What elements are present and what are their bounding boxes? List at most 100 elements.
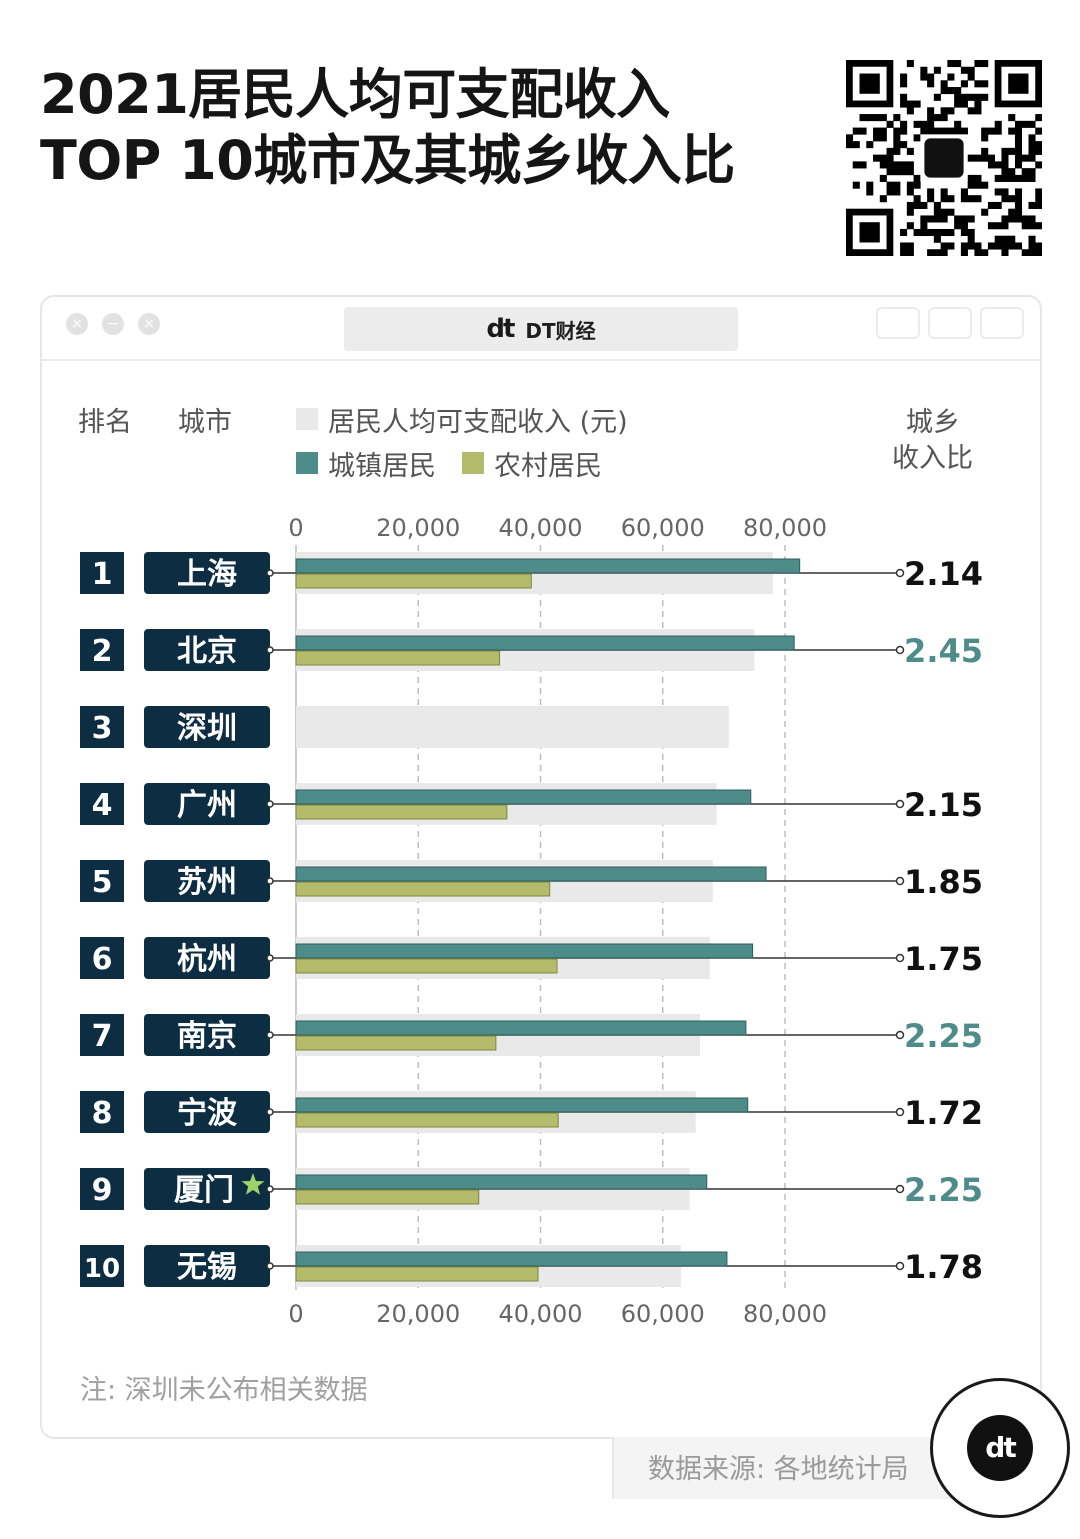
urban-bar (295, 943, 754, 959)
city-label: 宁波 (177, 1096, 238, 1131)
connector-dot-left (266, 569, 274, 577)
rank-box (80, 783, 124, 825)
connector-dot-left (266, 1185, 274, 1193)
rural-bar (295, 804, 508, 820)
city-box (144, 552, 270, 594)
ratio-header-line2: 收入比 (892, 443, 973, 474)
connector-dot-right (895, 876, 905, 886)
minimize-icon[interactable]: − (102, 313, 124, 335)
ratio-label: 2.45 (904, 632, 983, 670)
rank-box (80, 552, 124, 594)
city-box (144, 629, 270, 671)
legend-total: 居民人均可支配收入 (元) (328, 407, 628, 438)
maximize-icon[interactable]: × (138, 313, 160, 335)
ratio-label: 1.72 (904, 1094, 983, 1132)
address-bar[interactable]: dt DT财经 (344, 307, 738, 351)
address-label: DT财经 (525, 318, 596, 343)
legend-urban: 城镇居民 (328, 451, 436, 482)
connector-dot-left (266, 1108, 274, 1116)
city-box (144, 1091, 270, 1133)
ratio-label: 1.85 (904, 863, 983, 901)
city-label: 南京 (177, 1019, 237, 1054)
qr-code-icon[interactable] (846, 60, 1042, 256)
city-label: 北京 (177, 634, 237, 669)
tick-label-bottom: 80,000 (743, 1300, 827, 1328)
rural-bar (295, 1035, 497, 1051)
city-box (144, 860, 270, 902)
title-line-1: 2021居民人均可支配收入 (40, 63, 670, 126)
city-label: 厦门 (174, 1173, 234, 1208)
badge-logo: dt (967, 1415, 1033, 1481)
connector-dot-right (895, 645, 905, 655)
city-label: 杭州 (177, 942, 237, 977)
tick-label-bottom: 20,000 (376, 1300, 460, 1328)
share-icon[interactable] (928, 307, 972, 339)
connector-dot-right (895, 953, 905, 963)
close-icon[interactable]: × (66, 313, 88, 335)
connector-dot-right (895, 568, 905, 578)
rural-bar (295, 573, 532, 589)
rank-label: 5 (92, 865, 113, 900)
tick-label-top: 0 (288, 514, 303, 542)
rank-label: 4 (92, 788, 113, 823)
connector-dot-left (266, 800, 274, 808)
rank-box (80, 1091, 124, 1133)
connector-dot-right (895, 1107, 905, 1117)
rank-box (80, 860, 124, 902)
window-icon[interactable] (980, 307, 1024, 339)
connector-dot-right (895, 1030, 905, 1040)
connector-dot-left (266, 1262, 274, 1270)
city-label: 苏州 (177, 865, 237, 900)
title-line-2: TOP 10城市及其城乡收入比 (40, 129, 735, 192)
urban-bar (295, 789, 752, 805)
urban-bar (295, 635, 795, 651)
legend-rural: 农村居民 (494, 451, 602, 482)
rural-bar (295, 881, 551, 897)
ratio-label: 2.25 (904, 1017, 983, 1055)
page-title: 2021居民人均可支配收入 TOP 10城市及其城乡收入比 (40, 62, 735, 194)
connector-dot-left (266, 877, 274, 885)
urban-bar (295, 1174, 708, 1190)
tick-label-top: 80,000 (743, 514, 827, 542)
city-label: 上海 (177, 557, 237, 592)
dt-badge-icon[interactable]: dt (930, 1378, 1070, 1518)
tick-label-bottom: 0 (288, 1300, 303, 1328)
rank-box (80, 1245, 124, 1287)
rural-bar (295, 1266, 539, 1282)
ratio-label: 1.78 (904, 1248, 983, 1286)
city-header: 城市 (178, 407, 232, 438)
rank-label: 2 (92, 634, 113, 669)
rank-box (80, 1168, 124, 1210)
urban-bar (295, 1251, 728, 1267)
dt-logo-icon: dt (486, 314, 515, 344)
urban-bar (295, 1020, 747, 1036)
total-bar (296, 706, 729, 748)
record-icon[interactable] (876, 307, 920, 339)
legend-swatch-rural (462, 452, 484, 474)
rank-label: 8 (92, 1096, 113, 1131)
city-label: 广州 (177, 788, 237, 823)
rural-bar (295, 1189, 480, 1205)
tick-label-top: 40,000 (499, 514, 583, 542)
rank-label: 3 (92, 711, 113, 746)
urban-bar (295, 558, 801, 574)
rank-label: 9 (92, 1173, 113, 1208)
connector-dot-right (895, 1261, 905, 1271)
city-box (144, 1014, 270, 1056)
rural-bar (295, 650, 501, 666)
footnote: 注: 深圳未公布相关数据 (80, 1375, 368, 1406)
rank-box (80, 629, 124, 671)
connector-dot-right (895, 799, 905, 809)
city-box (144, 1245, 270, 1287)
connector-dot-left (266, 954, 274, 962)
tick-label-bottom: 40,000 (499, 1300, 583, 1328)
source-tab (612, 1437, 974, 1499)
rural-bar (295, 1112, 559, 1128)
rank-label: 7 (92, 1019, 113, 1054)
rank-label: 1 (92, 557, 113, 592)
data-source: 数据来源: 各地统计局 (648, 1454, 909, 1485)
ratio-label: 2.25 (904, 1171, 983, 1209)
rank-box (80, 1014, 124, 1056)
city-box (144, 937, 270, 979)
connector-dot-left (266, 1031, 274, 1039)
